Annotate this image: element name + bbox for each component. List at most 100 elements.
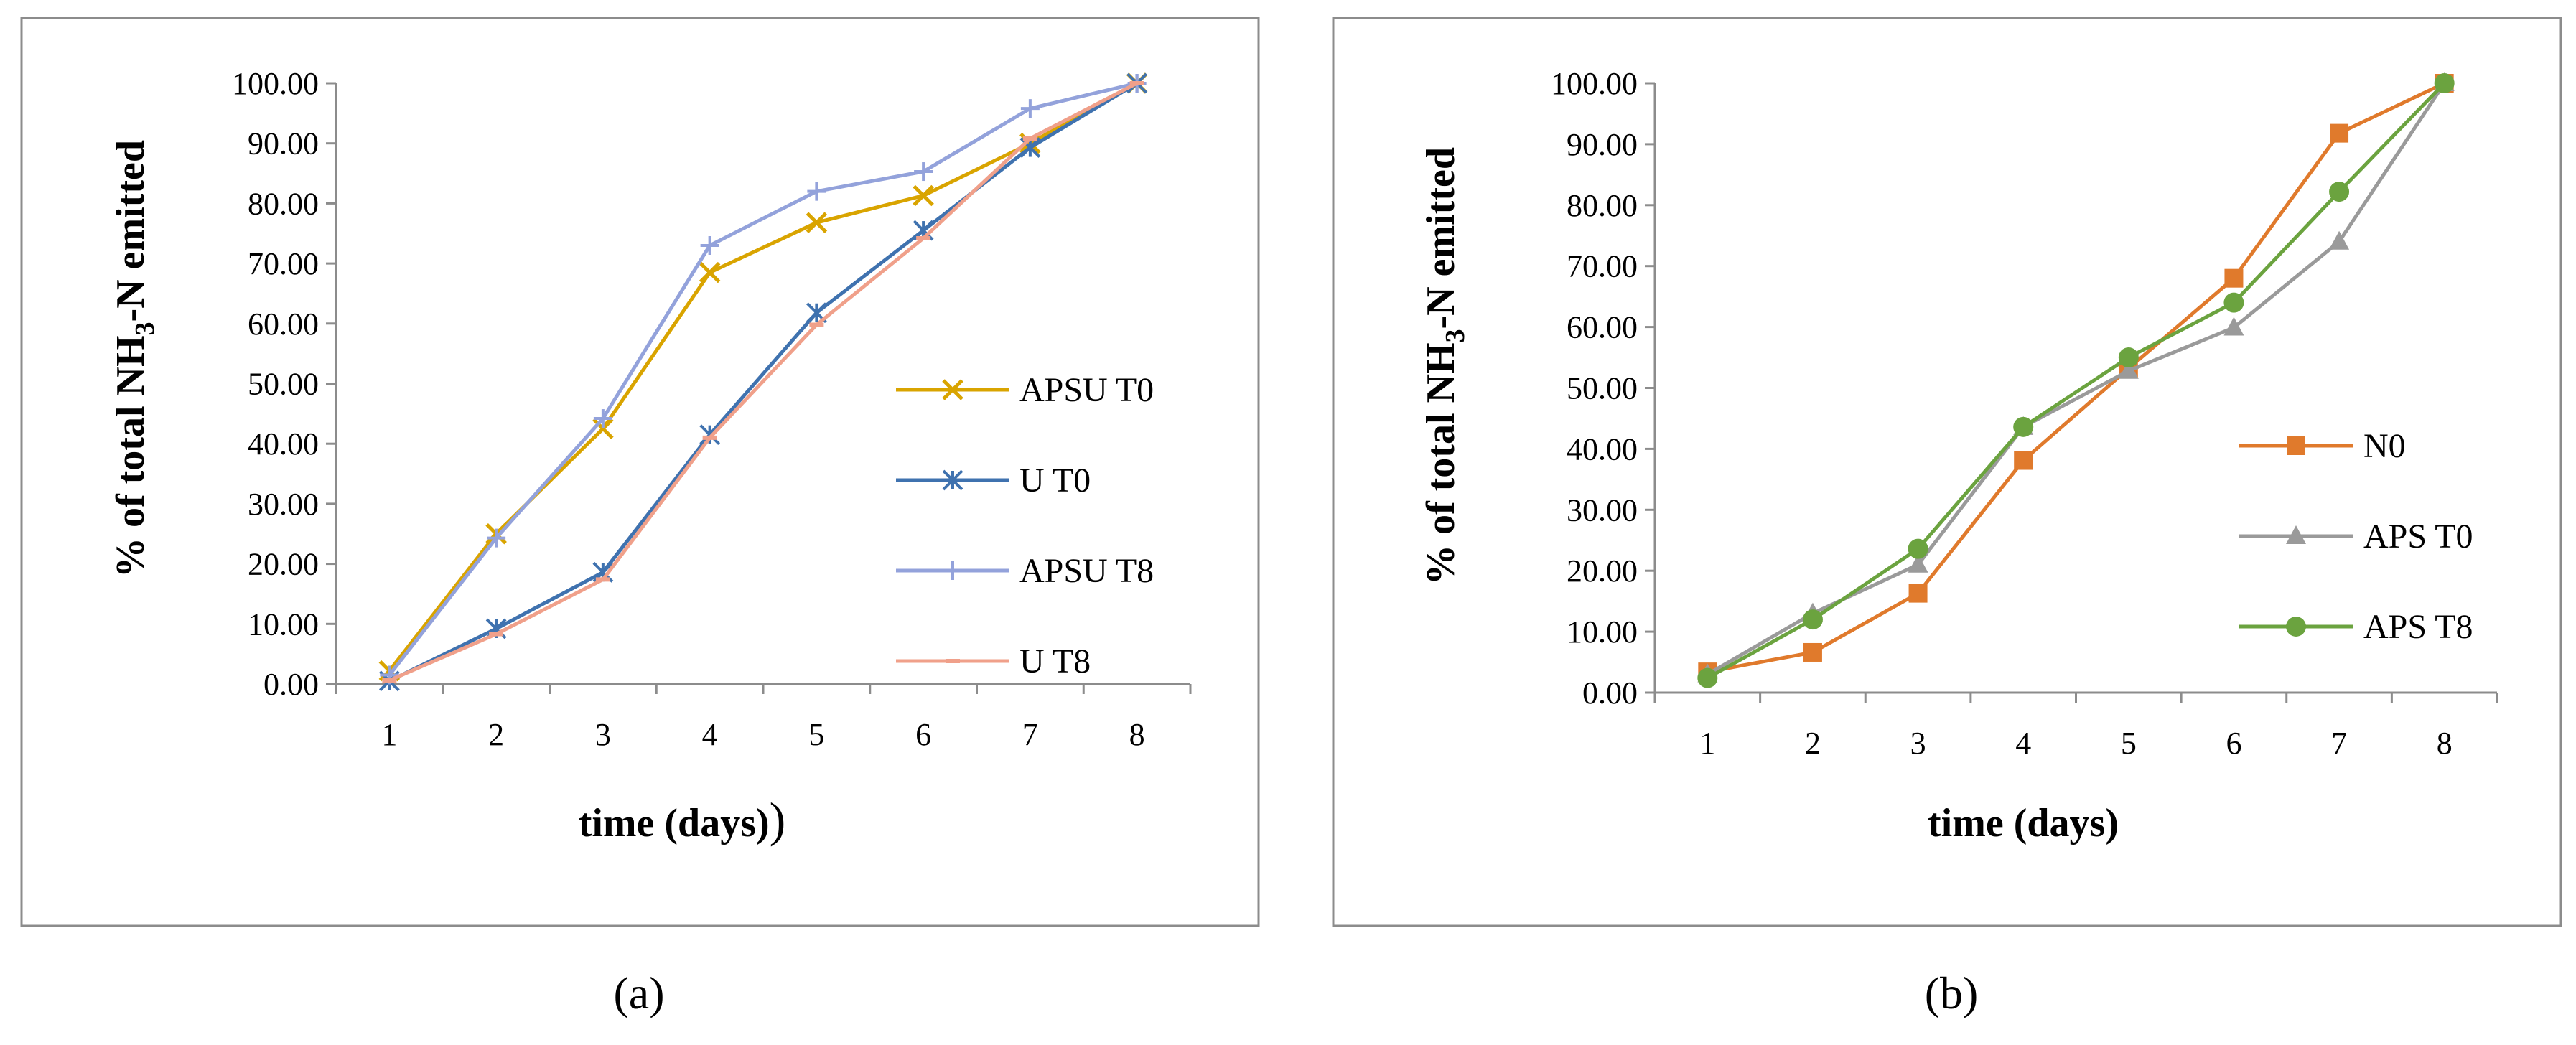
- panel-b: 0.00 10.00 20.00 30.00 40.00 50.00 60.00 70.00 8…: [1332, 17, 2562, 1018]
- panel-a-frame: [20, 17, 1260, 927]
- legend-label: N0: [2363, 427, 2406, 465]
- y-tick-label: 60.00: [1567, 310, 1638, 345]
- data-point: [807, 182, 826, 201]
- y-tick-label: 100.00: [1551, 66, 1638, 101]
- y-tick-label: 90.00: [1567, 127, 1638, 162]
- data-point: [592, 418, 614, 440]
- y-tick-label: 70.00: [248, 246, 319, 281]
- x-tick-label: 2: [1805, 726, 1821, 761]
- legend-label: APSU T0: [1019, 371, 1154, 409]
- data-point: [2330, 123, 2349, 143]
- y-tick-label: 70.00: [1567, 249, 1638, 284]
- data-point: [593, 409, 612, 428]
- x-tick-label: 4: [2015, 726, 2031, 761]
- data-point: [2118, 360, 2139, 379]
- y-tick-label: 60.00: [248, 306, 319, 342]
- panel-b-legend: N0 APS T0 APS T8: [2239, 427, 2473, 646]
- series-u-t8: [382, 81, 1144, 683]
- data-point: [700, 235, 719, 255]
- panel-b-frame: [1332, 17, 2562, 927]
- panel-a-x-axis-title: time (days)): [579, 792, 786, 847]
- y-tick-label: 100.00: [232, 66, 319, 101]
- legend-label: APSU T8: [1019, 552, 1154, 590]
- data-point: [913, 184, 934, 207]
- x-tick-label: 5: [2121, 726, 2137, 761]
- data-point: [1802, 609, 1823, 630]
- legend-item: APS T0: [2239, 517, 2473, 556]
- data-point: [1019, 137, 1041, 158]
- y-tick-label: 80.00: [1567, 188, 1638, 223]
- legend-item: APS T8: [2239, 608, 2473, 646]
- panel-a-y-axis-title: % of total NH3-N emitted: [108, 140, 160, 578]
- x-tick-label: 8: [2437, 726, 2453, 761]
- series-aps-t8: [1697, 73, 2455, 688]
- x-tick-label: 6: [2226, 726, 2241, 761]
- x-tick-label: 8: [1129, 717, 1145, 752]
- y-tick-label: 20.00: [1567, 553, 1638, 589]
- legend-marker: [942, 379, 963, 400]
- series-apsu-t8: [380, 74, 1147, 685]
- legend-label: U T8: [1019, 642, 1091, 680]
- x-tick-label: 2: [488, 717, 504, 752]
- panel-b-caption: (b): [1925, 967, 1979, 1018]
- data-point: [699, 261, 721, 283]
- x-tick-label: 1: [1699, 726, 1715, 761]
- series-line: [1707, 82, 2446, 676]
- x-tick-label: 3: [595, 717, 611, 752]
- data-point: [2329, 182, 2350, 202]
- x-tick-label: 7: [1022, 717, 1038, 752]
- y-tick-label: 90.00: [248, 126, 319, 161]
- legend-marker: [2286, 617, 2306, 637]
- data-point: [2014, 451, 2033, 470]
- legend-marker: [943, 561, 962, 580]
- data-point: [1803, 642, 1822, 662]
- panel-a-plot: 0.00 10.00 20.00 30.00 40.00 50.00 60.00 70.00 8…: [232, 66, 1192, 752]
- y-tick-label: 0.00: [263, 667, 319, 702]
- panel-b-y-axis-title: % of total NH3-N emitted: [1419, 147, 1470, 585]
- legend-marker: [2286, 525, 2306, 544]
- panel-a: 0.00 10.00 20.00 30.00 40.00 50.00 60.00 70.00 8…: [20, 17, 1260, 1018]
- series-line: [1707, 81, 2445, 674]
- data-point: [2434, 73, 2455, 93]
- y-tick-label: 50.00: [248, 367, 319, 402]
- legend-label: U T0: [1019, 461, 1091, 500]
- series-line: [388, 81, 1138, 683]
- x-tick-label: 5: [808, 717, 824, 752]
- data-point: [2223, 292, 2244, 313]
- y-tick-label: 40.00: [248, 426, 319, 461]
- series-line: [1707, 82, 2446, 680]
- data-point: [806, 212, 828, 233]
- legend-item: U T0: [896, 461, 1091, 500]
- panel-a-caption: (a): [613, 967, 664, 1018]
- legend-item: APSU T8: [896, 552, 1154, 590]
- legend-marker: [942, 469, 963, 491]
- panel-b-plot: 0.00 10.00 20.00 30.00 40.00 50.00 60.00 70.00 8…: [1551, 66, 2498, 761]
- legend-label: APS T8: [2363, 608, 2473, 646]
- y-tick-label: 10.00: [1567, 614, 1638, 650]
- data-point: [2224, 268, 2244, 288]
- data-point: [699, 424, 721, 446]
- x-tick-label: 7: [2331, 726, 2347, 761]
- data-point: [1908, 553, 1928, 573]
- panel-a-legend: APSU T0 U T0 APSU T8 U T8: [896, 371, 1154, 680]
- series-line: [388, 81, 1138, 676]
- data-point: [1908, 538, 1928, 559]
- legend-item: APSU T0: [896, 371, 1154, 409]
- data-point: [1908, 584, 1928, 603]
- legend-label: APS T0: [2363, 517, 2473, 556]
- x-tick-label: 1: [381, 717, 397, 752]
- y-tick-label: 50.00: [1567, 371, 1638, 406]
- series-line: [388, 81, 1138, 683]
- y-tick-label: 80.00: [248, 186, 319, 221]
- data-point: [487, 528, 506, 548]
- panel-b-x-axis-title: time (days): [1928, 801, 2119, 845]
- data-point: [1697, 667, 1718, 688]
- y-tick-label: 30.00: [1567, 492, 1638, 528]
- y-tick-label: 10.00: [248, 606, 319, 642]
- x-tick-label: 3: [1910, 726, 1926, 761]
- data-point: [2329, 230, 2350, 250]
- data-point: [1020, 99, 1040, 118]
- data-point: [2223, 317, 2244, 336]
- y-tick-label: 0.00: [1582, 675, 1638, 711]
